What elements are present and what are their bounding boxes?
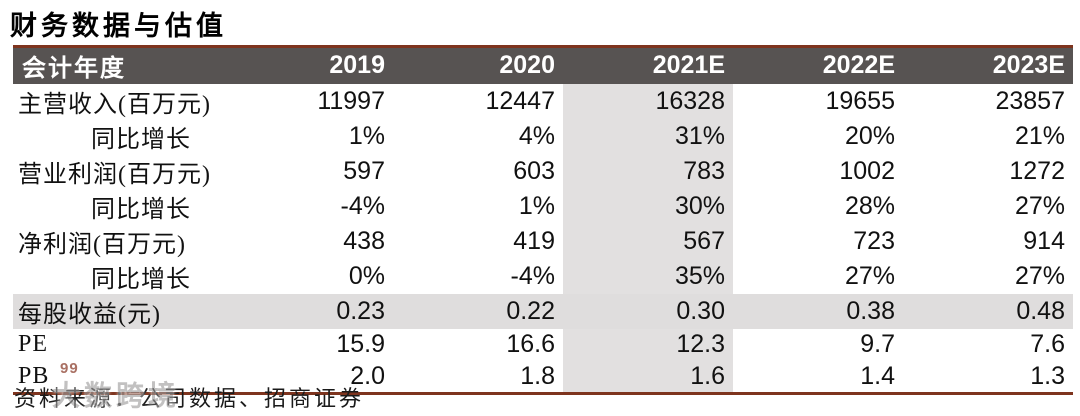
header-year: 2022E: [733, 46, 903, 84]
cell-value: 1.4: [860, 361, 895, 390]
header-year: 2021E: [563, 46, 733, 84]
cell-value: 0.48: [903, 293, 1073, 329]
cell-value: 16.6: [506, 330, 555, 359]
cell-value: 1.6: [563, 360, 733, 394]
cell-value: 0.23: [253, 293, 393, 329]
table-row: 主营收入(百万元) 11997 12447 16328 19655 23857: [13, 83, 1073, 119]
cell-value: 1%: [518, 191, 555, 220]
cell-value: 20%: [844, 121, 895, 150]
table-row: 同比增长 0% -4% 35% 27% 27%: [13, 258, 1073, 294]
row-label: 同比增长: [91, 126, 191, 153]
table-row: PE 15.9 16.6 12.3 9.7 7.6: [13, 328, 1073, 361]
cell-value: 0%: [348, 261, 385, 290]
header-fiscal-year-label: 会计年度: [13, 46, 253, 84]
cell-value: 12447: [485, 86, 555, 115]
table-row: 营业利润(百万元) 597 603 783 1002 1272: [13, 153, 1073, 189]
table-row: 同比增长 1% 4% 31% 20% 21%: [13, 118, 1073, 154]
row-label: 每股收益(元): [13, 293, 253, 329]
page-title: 财务数据与估值: [10, 11, 227, 41]
cell-value: 30%: [563, 188, 733, 224]
row-label: 主营收入(百万元): [18, 91, 211, 118]
cell-value: 723: [853, 226, 895, 255]
cell-value: 438: [343, 226, 385, 255]
row-label: 净利润(百万元): [18, 231, 186, 258]
cell-value: 419: [513, 226, 555, 255]
cell-value: 27%: [844, 261, 895, 290]
cell-value: 23857: [995, 86, 1065, 115]
table-row: 净利润(百万元) 438 419 567 723 914: [13, 223, 1073, 259]
cell-value: 603: [513, 156, 555, 185]
row-label: 营业利润(百万元): [18, 161, 211, 188]
cell-value: 914: [1023, 226, 1065, 255]
table-row: 每股收益(元) 0.23 0.22 0.30 0.38 0.48: [13, 293, 1073, 329]
cell-value: 2.0: [350, 361, 385, 390]
cell-value: 15.9: [336, 330, 385, 359]
cell-value: 1272: [1009, 156, 1065, 185]
row-label: PB: [18, 362, 50, 389]
financial-data-table: 会计年度 2019 2020 2021E 2022E 2023E 主营收入(百万元) 11…: [13, 45, 1073, 395]
cell-value: 1%: [348, 121, 385, 150]
cell-value: 1.3: [1030, 361, 1065, 390]
row-label: PE: [18, 331, 49, 358]
cell-value: -4%: [340, 191, 385, 220]
cell-value: 0.38: [733, 293, 903, 329]
cell-value: 783: [563, 153, 733, 189]
table-row: PB 2.0 1.8 1.6 1.4 1.3: [13, 360, 1073, 394]
header-year: 2023E: [903, 46, 1073, 84]
cell-value: 9.7: [860, 330, 895, 359]
cell-value: 19655: [825, 86, 895, 115]
cell-value: 0.30: [563, 293, 733, 329]
header-year: 2019: [253, 46, 393, 84]
cell-value: 27%: [1014, 261, 1065, 290]
cell-value: 597: [343, 156, 385, 185]
cell-value: 1.8: [520, 361, 555, 390]
cell-value: 567: [563, 223, 733, 259]
table-header-row: 会计年度 2019 2020 2021E 2022E 2023E: [13, 46, 1073, 84]
cell-value: 11997: [317, 86, 385, 115]
header-year: 2020: [393, 46, 563, 84]
cell-value: 1002: [839, 156, 895, 185]
row-label: 同比增长: [91, 266, 191, 293]
source-note: 资料来源：公司数据、招商证券: [14, 386, 365, 411]
cell-value: 27%: [1014, 191, 1065, 220]
cell-value: 4%: [518, 121, 555, 150]
cell-value: 0.22: [393, 293, 563, 329]
row-label: 同比增长: [91, 196, 191, 223]
cell-value: 35%: [563, 258, 733, 294]
cell-value: 16328: [563, 83, 733, 119]
table-row: 同比增长 -4% 1% 30% 28% 27%: [13, 188, 1073, 224]
cell-value: 31%: [563, 118, 733, 154]
cell-value: 12.3: [563, 328, 733, 361]
cell-value: -4%: [510, 261, 555, 290]
cell-value: 21%: [1014, 121, 1065, 150]
cell-value: 28%: [844, 191, 895, 220]
cell-value: 7.6: [1030, 330, 1065, 359]
